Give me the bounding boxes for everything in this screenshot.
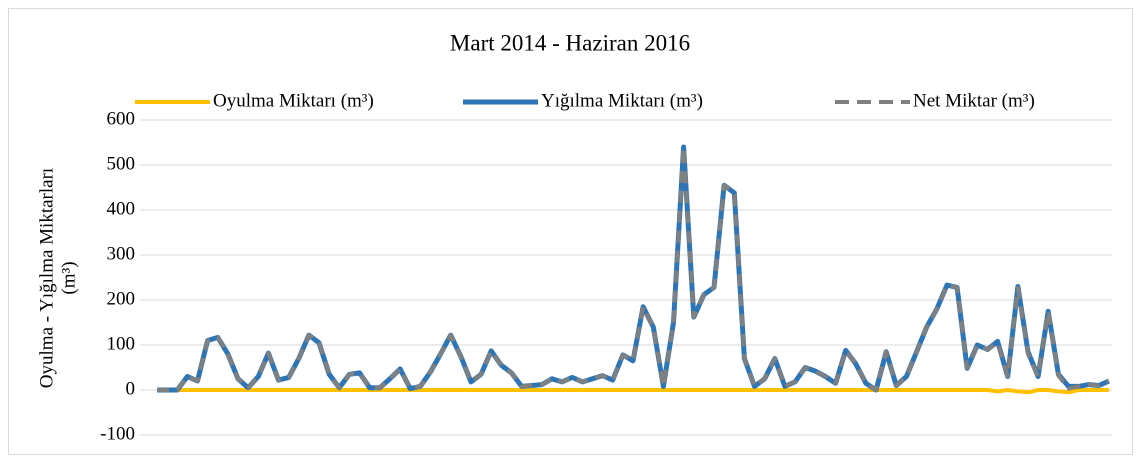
y-tick-label: 0: [126, 378, 136, 399]
series-line: [157, 144, 1111, 393]
legend-label: Yığılma Miktarı (m³): [541, 90, 703, 111]
legend-label: Net Miktar (m³): [913, 90, 1035, 111]
y-tick-label: 600: [107, 108, 136, 129]
y-tick-label: 500: [107, 153, 136, 174]
y-tick-label: -100: [100, 423, 135, 444]
y-tick-label: 300: [107, 243, 136, 264]
legend-label: Oyulma Miktarı (m³): [213, 90, 374, 111]
y-tick-label: 200: [107, 288, 136, 309]
y-axis-label: Oyulma - Yığılma Miktarları: [36, 168, 57, 388]
y-axis-label: (m³): [58, 261, 79, 294]
y-tick-label: 400: [107, 198, 136, 219]
series-line: [157, 388, 1109, 395]
y-tick-label: 100: [107, 333, 136, 354]
chart-title: Mart 2014 - Haziran 2016: [450, 30, 690, 55]
